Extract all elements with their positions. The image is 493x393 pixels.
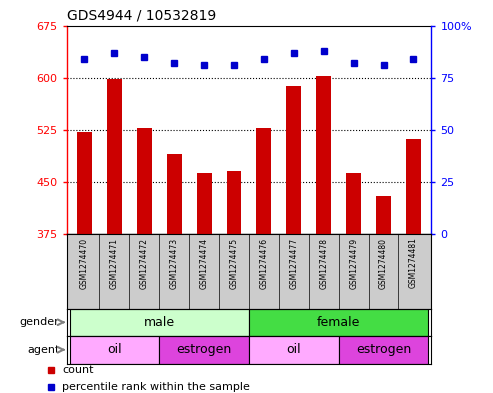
- Bar: [137, 128, 152, 234]
- Text: GSM1274474: GSM1274474: [200, 237, 209, 289]
- Text: percentile rank within the sample: percentile rank within the sample: [62, 382, 250, 391]
- Text: GDS4944 / 10532819: GDS4944 / 10532819: [67, 9, 216, 23]
- Text: GSM1274478: GSM1274478: [319, 237, 328, 288]
- Text: GSM1274481: GSM1274481: [409, 237, 418, 288]
- Text: GSM1274471: GSM1274471: [110, 237, 119, 288]
- Bar: [77, 132, 92, 234]
- Text: GSM1274475: GSM1274475: [230, 237, 239, 289]
- Text: GSM1274472: GSM1274472: [140, 237, 149, 288]
- Text: oil: oil: [286, 343, 301, 356]
- Bar: [159, 336, 249, 364]
- Text: GSM1274473: GSM1274473: [170, 237, 178, 289]
- Bar: [70, 336, 159, 364]
- Bar: [339, 336, 428, 364]
- Text: GSM1274479: GSM1274479: [349, 237, 358, 289]
- Text: gender: gender: [20, 317, 59, 327]
- Text: GSM1274470: GSM1274470: [80, 237, 89, 289]
- Text: GSM1274477: GSM1274477: [289, 237, 298, 289]
- Bar: [197, 173, 211, 234]
- Text: GSM1274476: GSM1274476: [259, 237, 268, 289]
- Text: estrogen: estrogen: [356, 343, 411, 356]
- Bar: [376, 196, 391, 234]
- Bar: [286, 86, 301, 234]
- Bar: [316, 76, 331, 234]
- Bar: [249, 309, 428, 336]
- Bar: [107, 79, 122, 234]
- Bar: [227, 171, 242, 234]
- Text: female: female: [317, 316, 360, 329]
- Text: count: count: [62, 365, 94, 375]
- Bar: [256, 128, 271, 234]
- Text: GSM1274480: GSM1274480: [379, 237, 388, 288]
- Text: male: male: [143, 316, 175, 329]
- Bar: [249, 336, 339, 364]
- Text: oil: oil: [107, 343, 122, 356]
- Bar: [70, 309, 249, 336]
- Bar: [346, 173, 361, 234]
- Text: agent: agent: [27, 345, 59, 355]
- Bar: [167, 154, 182, 234]
- Text: estrogen: estrogen: [176, 343, 232, 356]
- Bar: [406, 139, 421, 234]
